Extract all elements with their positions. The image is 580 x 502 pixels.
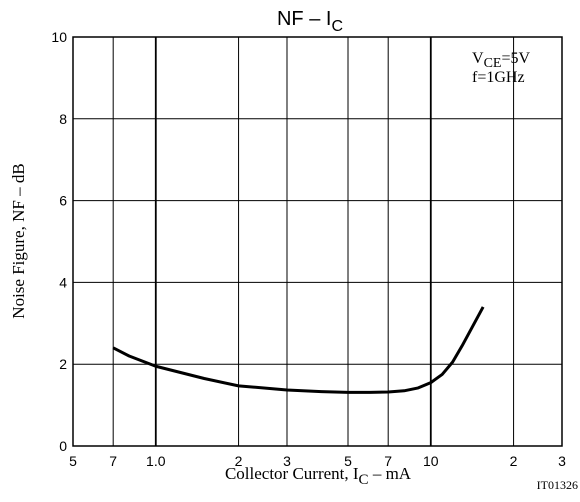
x-tick-label: 7 [384,453,392,469]
x-tick-label: 5 [69,453,77,469]
annotation-freq: f=1GHz [472,69,525,86]
y-tick-label: 8 [59,111,67,127]
y-tick-label: 10 [51,29,67,45]
vce-value: =5V [501,50,530,67]
annotation-vce: VCE=5V [472,50,530,71]
title-main: NF – I [277,8,331,30]
curve [112,306,485,394]
x-axis-label: Collector Current, IC – mA [225,464,412,488]
x-tick-label: 2 [235,453,243,469]
x-tick-label: 1.0 [146,453,166,469]
x-label-sub: C [359,472,369,488]
y-tick-label: 4 [59,274,67,290]
vce-sub: CE [484,56,502,71]
plot-frame [72,36,563,447]
y-tick-label: 0 [59,438,67,454]
vce: V [472,50,484,67]
y-tick-label: 2 [59,356,67,372]
x-tick-label: 2 [510,453,518,469]
figure-code: IT01326 [537,478,578,492]
chart-title: NF – IC [277,8,343,35]
x-tick-label: 3 [283,453,291,469]
x-tick-label: 3 [558,453,566,469]
y-axis-label: Noise Figure, NF – dB [9,163,28,318]
x-tick-label: 10 [423,453,439,469]
y-tick-label: 6 [59,193,67,209]
title-sub: C [331,18,343,35]
x-tick-label: 5 [344,453,352,469]
x-label-unit: – mA [369,464,412,483]
x-label-main: Collector Current, I [225,464,359,483]
x-tick-label: 7 [109,453,117,469]
